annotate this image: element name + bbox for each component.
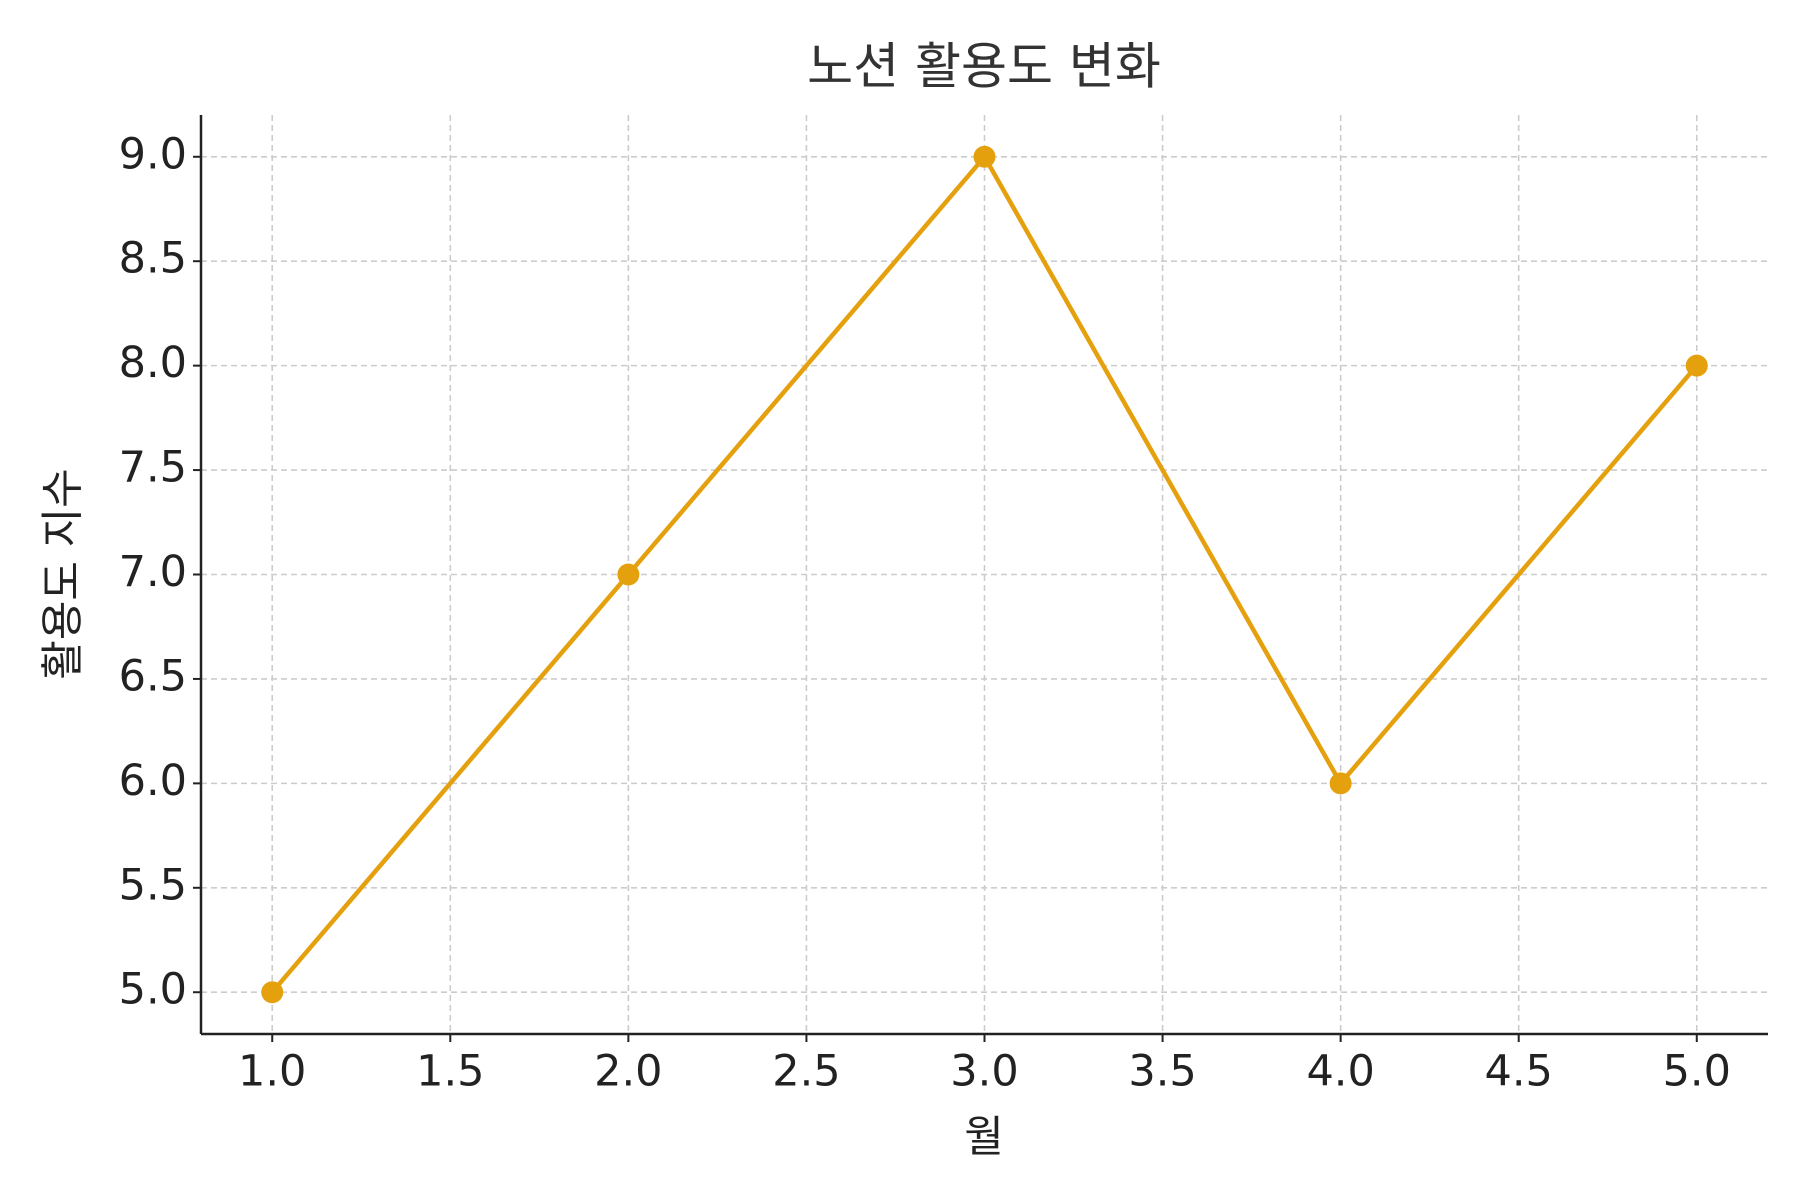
- x-tick-label: 1.0: [238, 1047, 306, 1097]
- x-tick-label: 1.5: [416, 1047, 484, 1097]
- x-tick-label: 3.0: [950, 1047, 1018, 1097]
- y-tick-label: 8.5: [119, 234, 187, 284]
- x-tick-label: 2.5: [772, 1047, 840, 1097]
- y-tick-label: 5.5: [119, 860, 187, 910]
- y-axis-label: 활용도 지수: [39, 468, 89, 679]
- marker: [261, 981, 284, 1004]
- marker: [617, 563, 640, 586]
- x-tick-label: 2.0: [594, 1047, 662, 1097]
- y-tick-label: 7.5: [119, 443, 187, 493]
- x-tick-label: 3.5: [1128, 1047, 1196, 1097]
- x-axis-label: 월: [964, 1113, 1004, 1163]
- y-tick-label: 6.5: [119, 651, 187, 701]
- x-tick-label: 4.5: [1485, 1047, 1553, 1097]
- y-tick-label: 8.0: [119, 338, 187, 388]
- x-tick-label: 5.0: [1663, 1047, 1731, 1097]
- y-tick-label: 5.0: [119, 965, 187, 1015]
- chart-title: 노션 활용도 변화: [807, 38, 1161, 96]
- y-tick-label: 6.0: [119, 756, 187, 806]
- marker: [1329, 772, 1352, 795]
- marker: [973, 145, 996, 168]
- y-tick-label: 9.0: [119, 129, 187, 179]
- y-tick-label: 7.0: [119, 547, 187, 597]
- x-tick-label: 4.0: [1306, 1047, 1374, 1097]
- marker: [1685, 354, 1708, 377]
